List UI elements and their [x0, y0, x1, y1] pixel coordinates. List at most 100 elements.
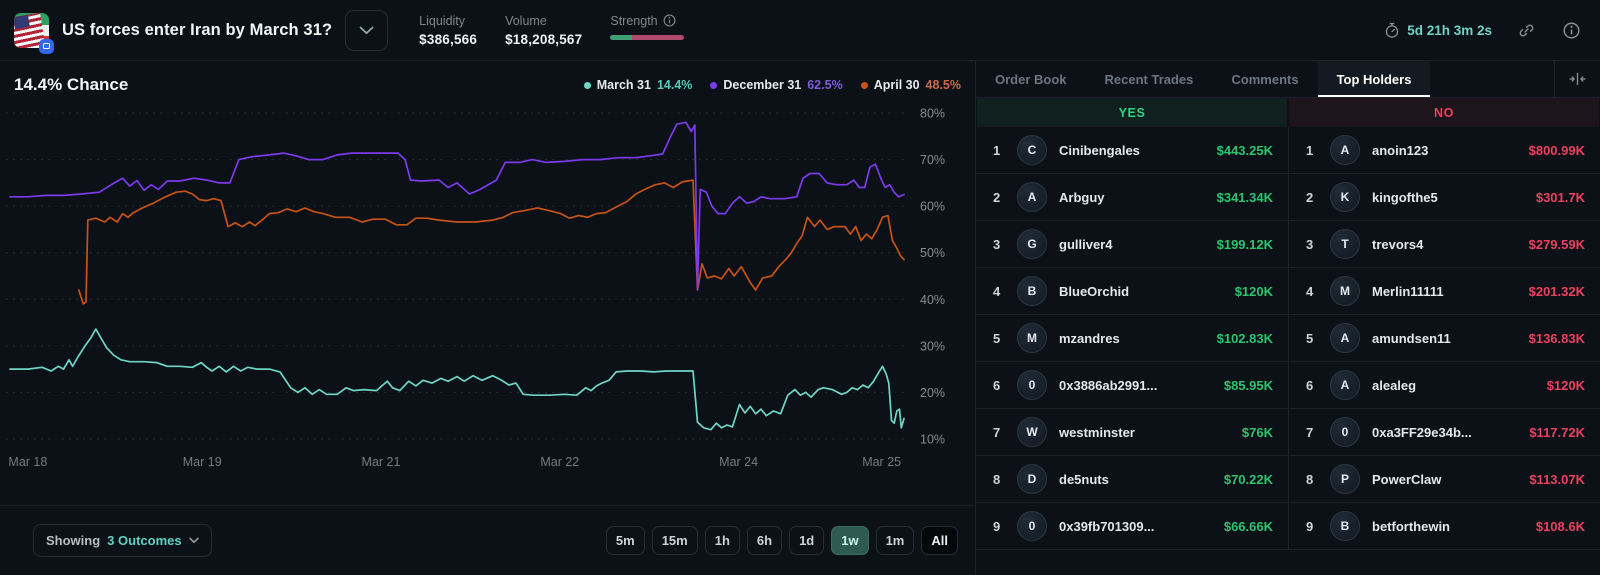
stopwatch-icon: [1385, 22, 1399, 38]
holder-name: Arbguy: [1059, 189, 1105, 205]
price-chart[interactable]: 80% 70% 60% 50% 40% 30% 20% 10%: [0, 99, 975, 453]
range-button-1m[interactable]: 1m: [875, 526, 915, 555]
range-button-6h[interactable]: 6h: [746, 526, 783, 555]
holder-rank: 7: [1306, 424, 1314, 440]
avatar: 0: [1017, 370, 1047, 400]
tab-recent-trades[interactable]: Recent Trades: [1086, 61, 1213, 97]
market-title: US forces enter Iran by March 31?: [62, 20, 333, 39]
market-stats: Liquidity $386,566 Volume $18,208,567 St…: [419, 13, 685, 47]
avatar: P: [1330, 464, 1360, 494]
range-button-15m[interactable]: 15m: [651, 526, 698, 555]
collapse-panel-button[interactable]: [1554, 61, 1600, 97]
outcomes-dropdown[interactable]: Showing 3 Outcomes: [33, 524, 212, 557]
volume-label: Volume: [505, 13, 547, 28]
info-circle-icon: [1563, 21, 1580, 39]
holder-rank: 4: [1306, 283, 1314, 299]
legend-item-0: March 31 14.4%: [583, 78, 692, 92]
avatar: M: [1330, 276, 1360, 306]
info-icon[interactable]: [663, 14, 676, 27]
holder-amount: $117.72K: [1529, 424, 1585, 440]
holder-name: betforthewin: [1372, 518, 1450, 534]
volume-value: $18,208,567: [505, 31, 583, 47]
holder-name: BlueOrchid: [1059, 283, 1130, 299]
holder-rank: 7: [993, 424, 1001, 440]
legend-series-name: December 31: [723, 78, 802, 92]
countdown-value: 5d 21h 3m 2s: [1407, 22, 1492, 38]
range-button-5m[interactable]: 5m: [605, 526, 645, 555]
holder-row[interactable]: 2 A Arbguy $341.34K: [976, 174, 1288, 221]
chart-header: 14.4% Chance March 31 14.4% December 31 62.…: [0, 61, 975, 99]
holder-row[interactable]: 8 P PowerClaw $113.07K: [1289, 456, 1600, 503]
holder-row[interactable]: 4 B BlueOrchid $120K: [976, 268, 1288, 315]
holder-name: trevors4: [1372, 236, 1424, 252]
x-axis-tick: Mar 18: [8, 455, 48, 469]
holder-amount: $120K: [1546, 377, 1585, 393]
strength-stat: Strength: [610, 14, 685, 47]
y-axis-tick: 40%: [920, 293, 945, 307]
x-axis-tick: Mar 25: [862, 455, 902, 469]
holder-rank: 6: [1306, 377, 1314, 393]
tab-comments[interactable]: Comments: [1212, 61, 1317, 97]
holder-row[interactable]: 6 0 0x3886ab2991... $85.95K: [976, 362, 1288, 409]
market-badge-icon: [39, 38, 54, 54]
header-actions: 5d 21h 3m 2s: [1384, 20, 1582, 41]
avatar: A: [1017, 182, 1047, 212]
holder-amount: $199.12K: [1216, 236, 1273, 252]
holder-rank: 9: [993, 518, 1001, 534]
chart-canvas: 80% 70% 60% 50% 40% 30% 20% 10%: [6, 107, 945, 446]
holder-row[interactable]: 9 0 0x39fb701309... $66.66K: [976, 503, 1288, 550]
x-axis-labels: Mar 18 Mar 19 Mar 21 Mar 22 Mar 24 Mar 25: [0, 453, 975, 477]
holder-rank: 5: [1306, 330, 1314, 346]
holder-rank: 1: [1306, 142, 1314, 158]
series-line-december-31: [9, 121, 905, 291]
holder-amount: $108.6K: [1535, 518, 1585, 534]
yes-column-header: YES: [977, 98, 1287, 127]
holder-row[interactable]: 4 M Merlin11111 $201.32K: [1289, 268, 1600, 315]
market-info-button[interactable]: [1561, 20, 1582, 41]
tab-order-book[interactable]: Order Book: [976, 61, 1086, 97]
legend-dot-icon: [860, 81, 868, 89]
legend-series-name: April 30: [873, 78, 920, 92]
range-button-1h[interactable]: 1h: [704, 526, 740, 555]
market-dropdown-button[interactable]: [345, 9, 389, 51]
main-content: 14.4% Chance March 31 14.4% December 31 62.…: [0, 61, 1600, 575]
holder-amount: $76K: [1241, 424, 1273, 440]
avatar: B: [1017, 276, 1047, 306]
y-axis-tick: 50%: [920, 246, 945, 260]
range-button-all[interactable]: All: [921, 526, 958, 555]
liquidity-stat: Liquidity $386,566: [419, 14, 477, 47]
holder-row[interactable]: 7 0 0xa3FF29e34b... $117.72K: [1289, 409, 1600, 456]
holder-name: 0x3886ab2991...: [1059, 377, 1158, 393]
y-axis-tick: 70%: [920, 153, 945, 167]
legend-series-value: 62.5%: [807, 78, 843, 92]
holder-rank: 3: [1306, 236, 1314, 252]
holder-row[interactable]: 1 C Cinibengales $443.25K: [976, 127, 1288, 174]
tab-top-holders[interactable]: Top Holders: [1317, 61, 1431, 97]
legend-series-value: 48.5%: [925, 78, 961, 92]
avatar: K: [1330, 182, 1360, 212]
market-header: US forces enter Iran by March 31? Liquid…: [0, 0, 1600, 61]
strength-bar: [610, 34, 685, 40]
range-button-1d[interactable]: 1d: [789, 526, 825, 555]
holder-rank: 8: [993, 471, 1001, 487]
chart-section: 14.4% Chance March 31 14.4% December 31 62.…: [0, 61, 975, 575]
legend-item-1: December 31 62.5%: [710, 78, 843, 92]
holder-amount: $120K: [1234, 283, 1273, 299]
avatar: A: [1330, 323, 1360, 353]
x-axis-tick: Mar 24: [719, 455, 759, 469]
copy-link-button[interactable]: [1516, 20, 1537, 41]
range-button-1w[interactable]: 1w: [831, 526, 869, 555]
avatar: G: [1017, 229, 1047, 259]
market-side-panel: Order Book Recent Trades Comments Top Holde…: [975, 61, 1600, 575]
